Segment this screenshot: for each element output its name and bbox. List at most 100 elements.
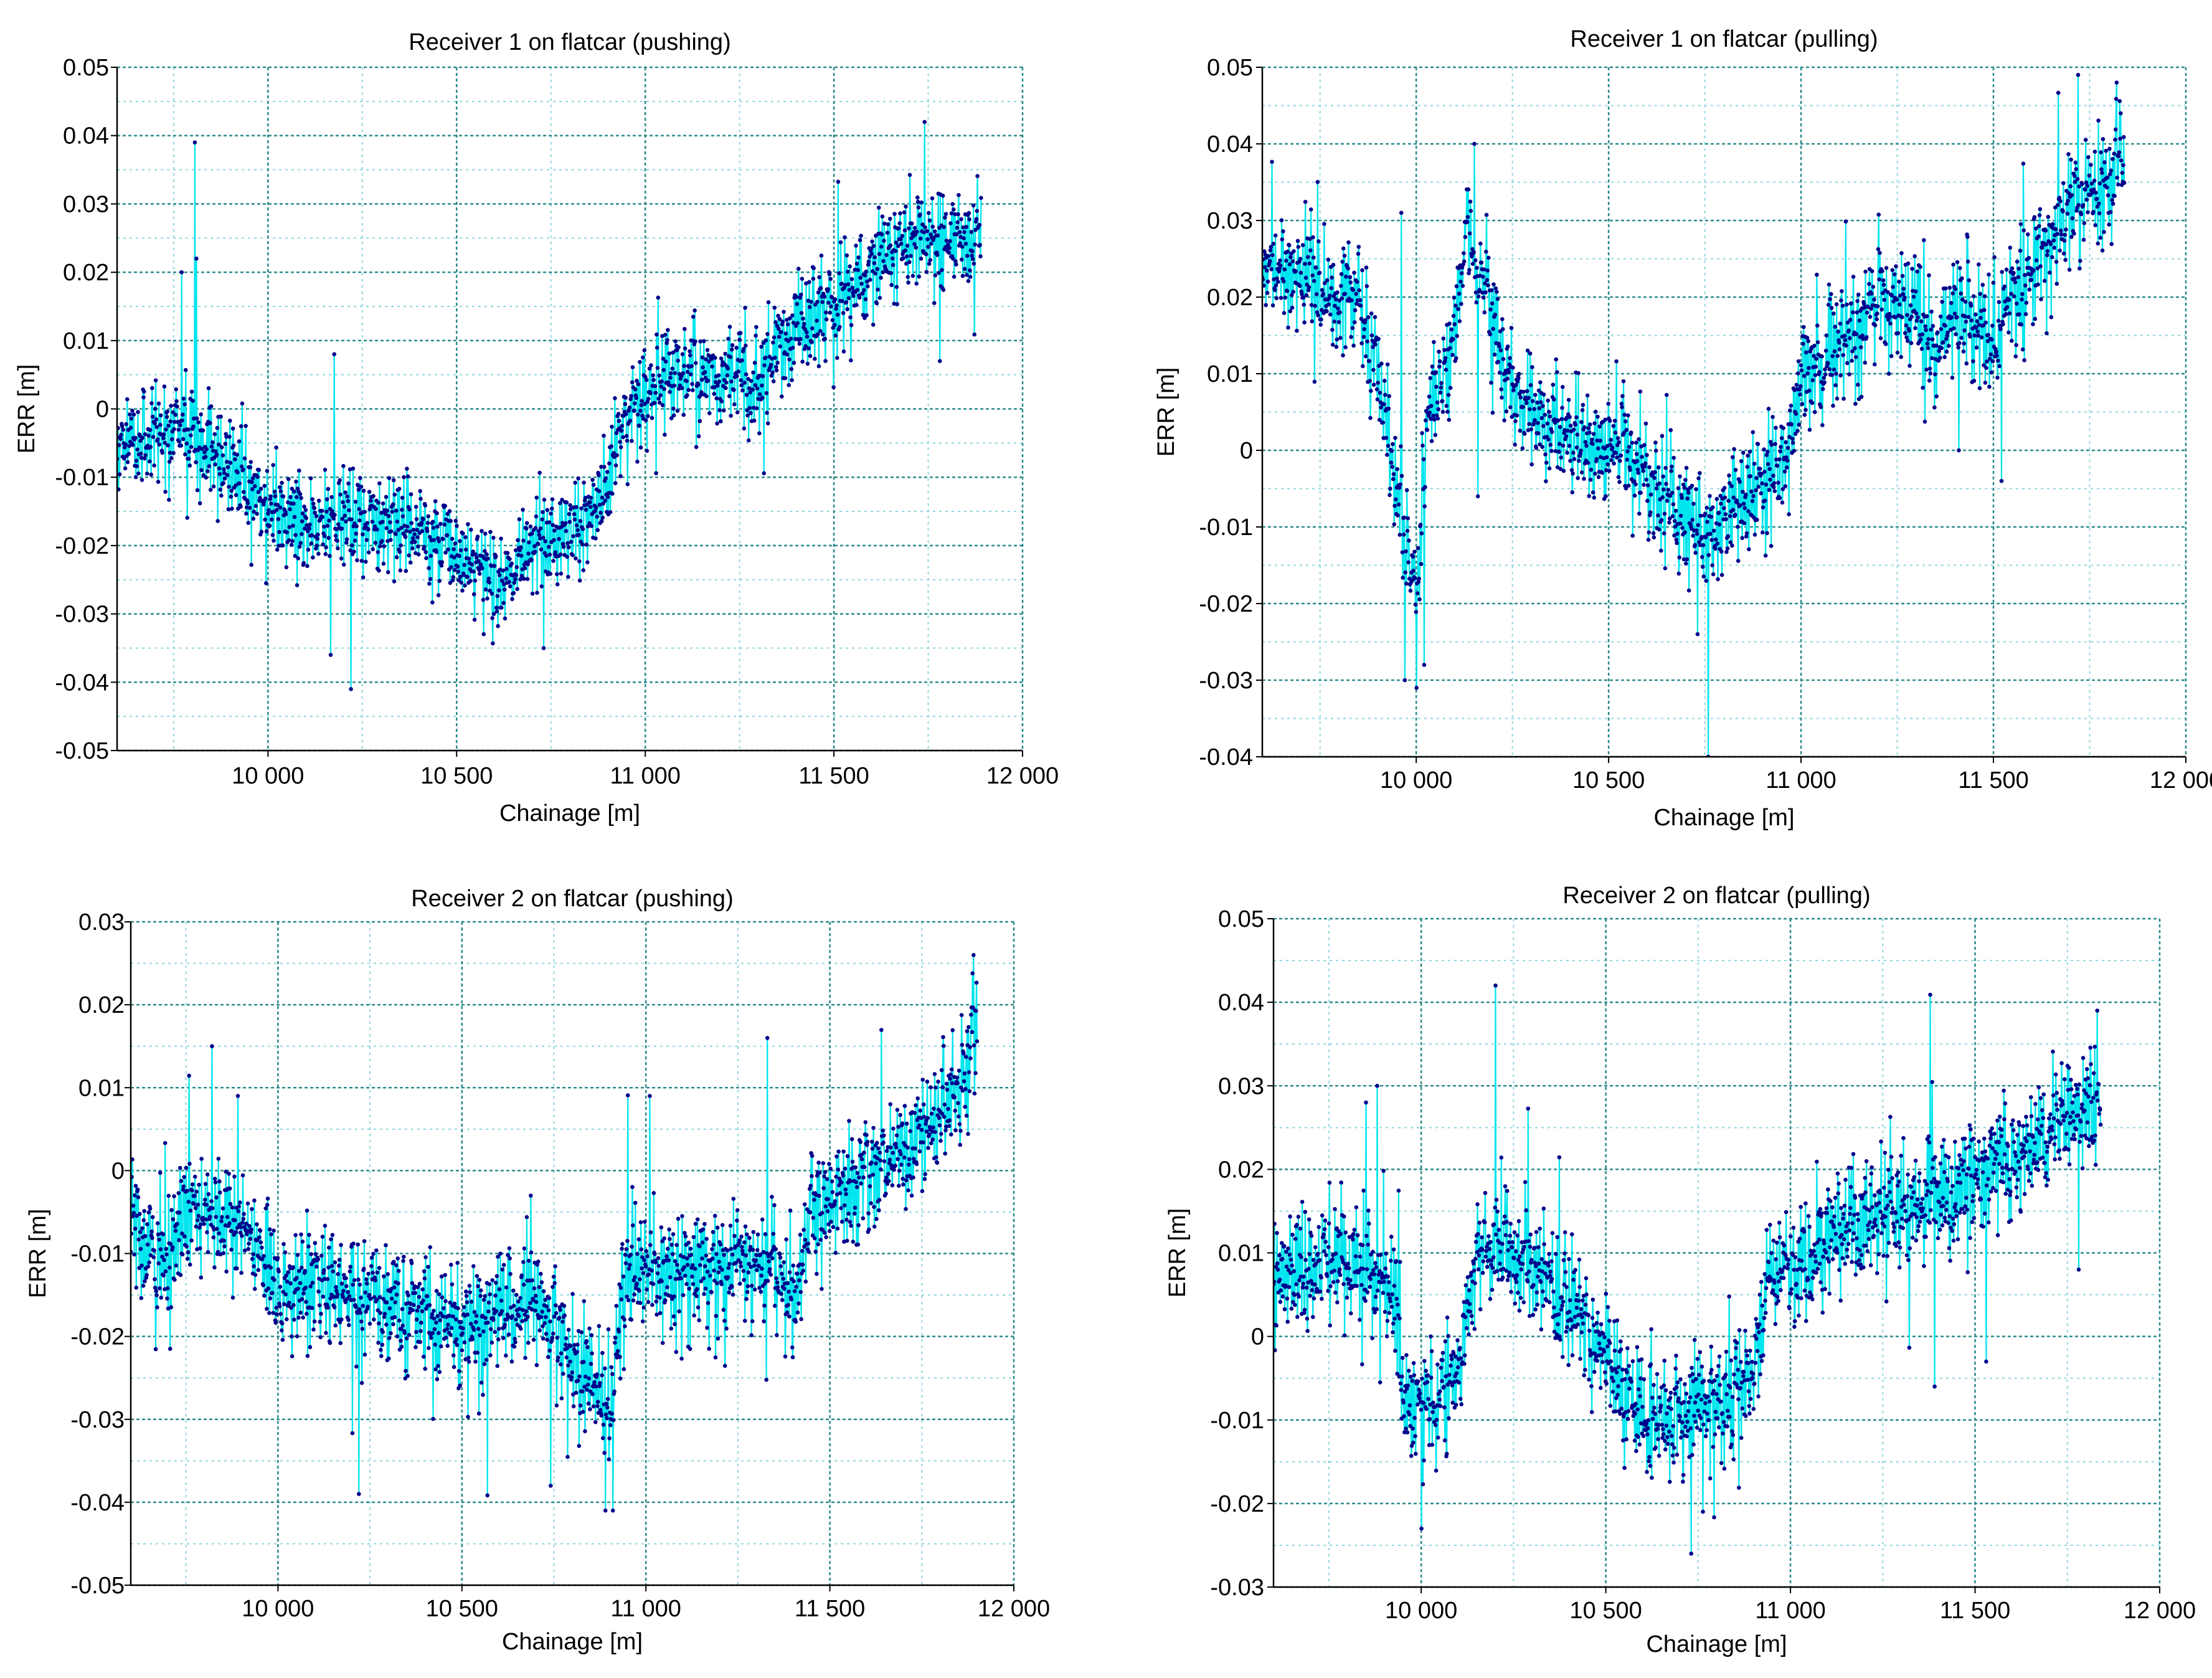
data-point [319, 1253, 324, 1258]
data-point [409, 1261, 414, 1266]
data-point [149, 472, 153, 477]
data-point [451, 1353, 456, 1358]
data-point [952, 207, 956, 212]
data-point [2062, 239, 2067, 243]
data-point [508, 557, 512, 561]
data-point [1944, 286, 1948, 291]
data-point [409, 521, 414, 526]
data-point [192, 416, 196, 421]
data-point [1731, 508, 1736, 512]
data-point [1886, 371, 1891, 376]
data-point [663, 333, 668, 337]
data-point [605, 1416, 609, 1421]
data-point [268, 494, 273, 499]
data-point [477, 1277, 482, 1282]
data-point [364, 1309, 368, 1314]
data-point [696, 382, 701, 387]
data-point [2034, 258, 2039, 263]
data-point [746, 1270, 751, 1275]
data-point [1465, 220, 1470, 224]
data-point [418, 1340, 422, 1344]
data-point [407, 553, 411, 557]
data-point [471, 1264, 476, 1269]
data-point [1949, 301, 1954, 305]
data-point [676, 345, 681, 349]
data-point [1680, 526, 1685, 530]
data-point [258, 1228, 263, 1233]
data-point [1482, 267, 1486, 272]
data-point [221, 481, 226, 485]
data-point [1262, 265, 1267, 270]
data-point [1844, 343, 1848, 348]
data-point [1747, 449, 1752, 454]
data-point [321, 1294, 325, 1299]
data-point [210, 1044, 214, 1048]
data-point [731, 1197, 736, 1201]
data-point [1482, 310, 1487, 315]
data-point [247, 1224, 252, 1228]
data-point [1443, 356, 1448, 361]
data-point [1664, 481, 1668, 486]
chart-panel-3: 10 000 10 500 11 000 11 500 12 000-0.05-0.04… [25, 886, 1050, 1655]
series-err [117, 120, 983, 691]
data-point [186, 1200, 191, 1204]
data-point [329, 495, 334, 500]
data-point [710, 364, 714, 369]
data-point [1944, 349, 1949, 354]
data-point [807, 280, 811, 285]
data-point [457, 554, 461, 558]
data-point [955, 225, 960, 230]
data-point [1950, 376, 1955, 380]
data-point [967, 211, 971, 216]
data-point [727, 325, 732, 329]
data-point [1303, 199, 1308, 204]
data-point [375, 1270, 380, 1275]
data-point [377, 544, 382, 549]
data-point [428, 577, 433, 581]
data-point [654, 1299, 659, 1304]
data-point [181, 396, 186, 401]
data-point [865, 279, 869, 284]
data-point [192, 1202, 196, 1206]
data-point [448, 581, 453, 585]
data-point [724, 386, 728, 391]
data-point [946, 242, 950, 247]
data-point [291, 489, 296, 494]
data-point [613, 463, 618, 468]
data-point [343, 490, 347, 495]
data-point [1620, 394, 1625, 399]
data-point [1484, 212, 1489, 217]
data-point [164, 427, 168, 432]
data-point [419, 521, 424, 525]
data-point [404, 1336, 409, 1340]
data-point [406, 1293, 410, 1297]
data-point [1995, 376, 2000, 380]
data-point [1988, 352, 1993, 357]
data-point [1322, 222, 1326, 226]
data-point [136, 1237, 141, 1242]
data-point [821, 1186, 826, 1190]
data-point [542, 498, 547, 502]
data-point [157, 1237, 161, 1242]
data-point [765, 332, 770, 336]
data-point [742, 1240, 747, 1244]
data-point [1976, 333, 1980, 338]
data-point [430, 1312, 435, 1317]
data-point [256, 490, 261, 495]
data-point [1653, 440, 1658, 445]
data-point [1652, 535, 1657, 540]
data-point [702, 1292, 706, 1296]
data-point [494, 1281, 498, 1285]
data-point [812, 1236, 817, 1241]
data-point [1787, 435, 1792, 439]
data-point [420, 1309, 425, 1314]
data-point [757, 392, 762, 397]
data-point [1541, 392, 1546, 397]
data-point [2006, 330, 2011, 335]
data-point [181, 437, 186, 442]
data-point [910, 221, 914, 226]
data-point [610, 1508, 615, 1513]
data-point [2086, 210, 2090, 215]
data-point [1762, 470, 1767, 474]
data-point [1695, 632, 1700, 637]
